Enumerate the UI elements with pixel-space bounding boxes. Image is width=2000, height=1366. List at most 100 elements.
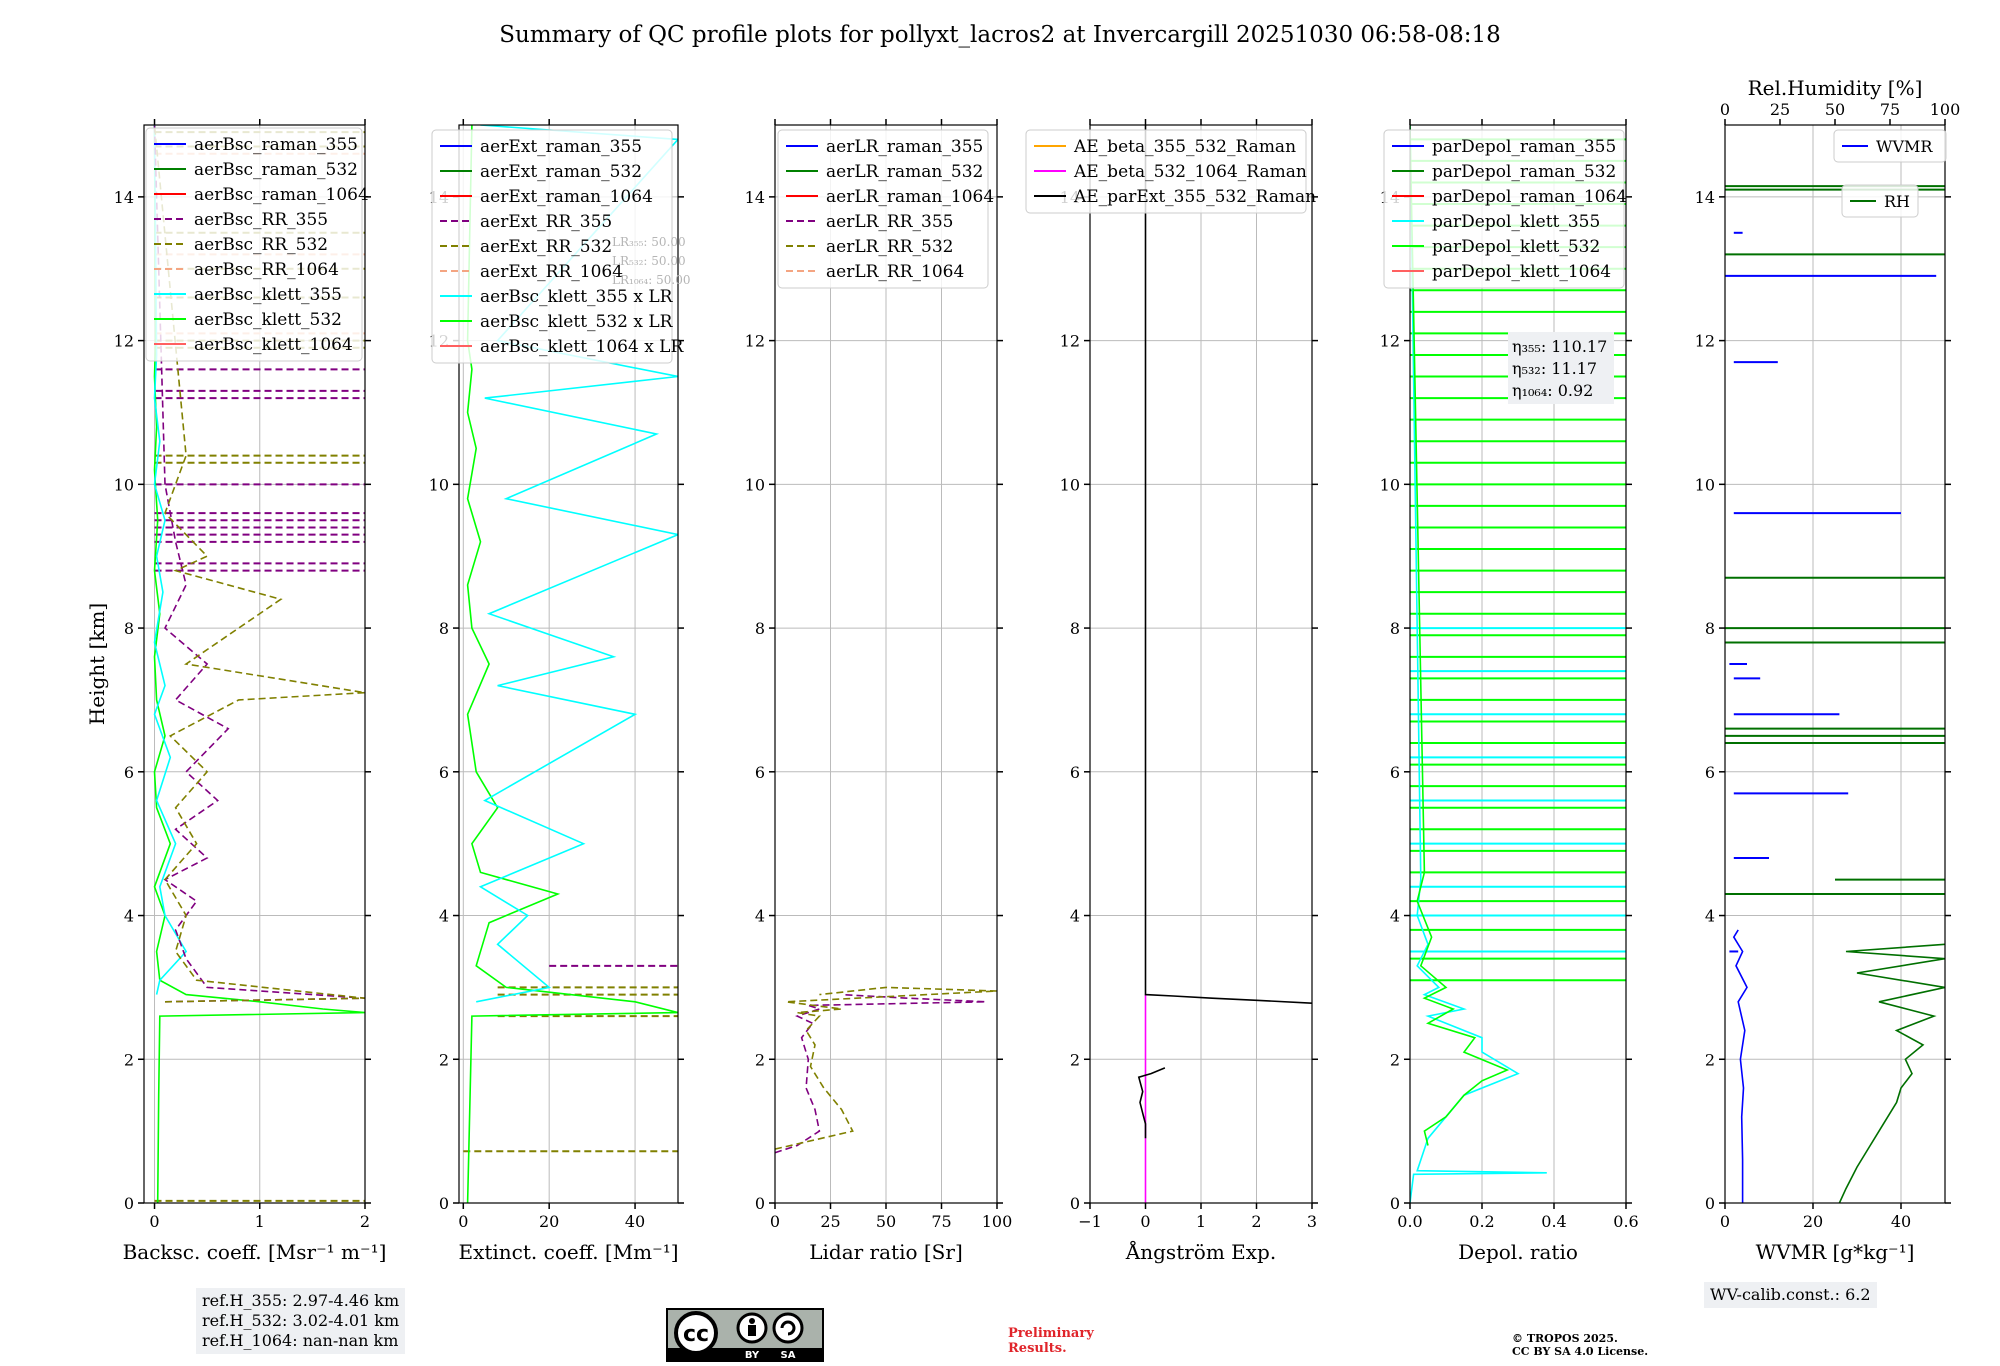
y-tick-label: 0 (439, 1194, 449, 1213)
y-tick-label: 12 (1695, 332, 1715, 351)
legend-box (1383, 129, 1625, 289)
wvmr-legend: WVMR RH (1833, 129, 1947, 218)
cc-by-sa-logo: cc BY SA (666, 1308, 824, 1362)
legend-label: aerBsc_raman_1064 (194, 185, 369, 205)
x-axis-label: Lidar ratio [Sr] (809, 1240, 963, 1264)
legend-label: AE_beta_355_532_Raman (1073, 137, 1296, 157)
legend-label: aerLR_raman_1064 (826, 187, 994, 207)
x-tick-label: 75 (931, 1212, 951, 1231)
axes-frame (1724, 124, 1946, 1204)
eta-value: η₁₀₆₄: 0.92 (1512, 381, 1593, 400)
y-tick-label: 8 (1390, 619, 1400, 638)
extinction-legend: aerExt_raman_355 aerExt_raman_532 aerExt_r… (431, 129, 684, 364)
y-tick-label: 8 (1705, 619, 1715, 638)
legend-label: aerBsc_RR_355 (194, 210, 328, 230)
cc-by-label: BY (745, 1350, 760, 1361)
y-tick-label: 6 (755, 763, 765, 782)
legend-label: parDepol_klett_532 (1432, 237, 1600, 257)
cc-sa-label: SA (781, 1350, 796, 1361)
copyright-line-2: CC BY SA 4.0 License. (1512, 1345, 1649, 1358)
y-tick-label: 4 (755, 907, 765, 926)
x-tick-label: 0.6 (1613, 1212, 1638, 1231)
x-tick-label: 0 (1720, 1212, 1730, 1231)
legend-label: parDepol_raman_355 (1432, 137, 1616, 157)
y-tick-label: 12 (1060, 332, 1080, 351)
eta-box (1508, 332, 1614, 404)
y-tick-label: 0 (1070, 1194, 1080, 1213)
x-tick-label: 0 (458, 1212, 468, 1231)
legend-label: AE_beta_532_1064_Raman (1073, 162, 1307, 182)
legend-box (1841, 184, 1919, 218)
y-tick-label: 8 (124, 619, 134, 638)
wv-calibration-box: WV-calib.const.: 6.2 (1704, 1282, 1877, 1308)
x-tick-label: −1 (1078, 1212, 1102, 1231)
y-tick-label: 10 (1060, 475, 1080, 494)
series-aerbsc-rr-355 (153, 125, 365, 1003)
legend-label: aerBsc_RR_1064 (194, 260, 339, 280)
y-tick-label: 14 (1695, 188, 1715, 207)
y-tick-label: 2 (1070, 1050, 1080, 1069)
y-tick-label: 12 (114, 332, 134, 351)
legend-label: aerBsc_klett_1064 x LR (480, 337, 684, 357)
x-tick-label: 2 (1251, 1212, 1261, 1231)
page-title: Summary of QC profile plots for pollyxt_… (499, 22, 1501, 48)
x-tick-label: 40 (625, 1212, 645, 1231)
y-tick-label: 8 (1070, 619, 1080, 638)
axes-frame (458, 124, 679, 1204)
wvmr-plot-area (1725, 185, 1945, 1203)
legend-label: aerLR_raman_532 (826, 162, 983, 182)
x-tick-label: 50 (876, 1212, 896, 1231)
series-aerbsc-rr-532 (153, 125, 365, 1003)
y-tick-label: 4 (439, 907, 449, 926)
lr-assumption-text: LR₁₀₆₄: 50.00 (612, 273, 690, 287)
x-tick-label: 40 (1891, 1212, 1911, 1231)
y-tick-label: 0 (124, 1194, 134, 1213)
lidar_ratio-plot-area (775, 986, 997, 1154)
legend-label: parDepol_raman_532 (1432, 162, 1616, 182)
x-tick-label: 0.4 (1541, 1212, 1566, 1231)
legend-label: aerExt_raman_532 (480, 162, 642, 182)
top-x-tick-label: 75 (1880, 100, 1900, 119)
top-x-tick-label: 50 (1825, 100, 1845, 119)
y-tick-label: 4 (124, 907, 134, 926)
y-tick-label: 10 (745, 475, 765, 494)
series-rh (1838, 943, 1945, 1203)
y-tick-label: 2 (439, 1050, 449, 1069)
x-axis-label: Backsc. coeff. [Msr⁻¹ m⁻¹] (123, 1240, 387, 1264)
lidar_ratio-legend: aerLR_raman_355 aerLR_raman_532 aerLR_rama… (777, 129, 994, 289)
top-x-tick-label: 25 (1770, 100, 1790, 119)
x-axis-label: Depol. ratio (1458, 1240, 1578, 1264)
legend-label: aerBsc_raman_532 (194, 160, 358, 180)
eta-value: η₅₃₂: 11.17 (1512, 359, 1597, 378)
y-tick-label: 14 (745, 188, 765, 207)
legend-label: parDepol_klett_355 (1432, 212, 1600, 232)
legend-label: aerLR_RR_1064 (826, 262, 964, 282)
legend-label: aerBsc_RR_532 (194, 235, 328, 255)
legend-label: aerExt_raman_1064 (480, 187, 653, 207)
y-tick-label: 6 (1705, 763, 1715, 782)
y-tick-label: 4 (1390, 907, 1400, 926)
y-tick-label: 10 (114, 475, 134, 494)
x-tick-label: 20 (539, 1212, 559, 1231)
y-tick-label: 4 (1070, 907, 1080, 926)
y-tick-label: 10 (429, 475, 449, 494)
series-ae-parext-355-532-raman-lower- (1137, 1067, 1166, 1139)
legend-label: aerLR_RR_355 (826, 212, 953, 232)
extinction-plot-area (463, 125, 678, 1203)
legend-label: aerLR_RR_532 (826, 237, 953, 257)
y-tick-label: 0 (755, 1194, 765, 1213)
y-tick-label: 6 (1070, 763, 1080, 782)
series-ae-parext-355-532-raman (1144, 125, 1312, 1004)
y-tick-label: 2 (1390, 1050, 1400, 1069)
preliminary-line-2: Results. (1008, 1341, 1067, 1356)
series-aerbsc-klett-532 (153, 125, 365, 1203)
x-tick-label: 100 (982, 1212, 1013, 1231)
y-tick-label: 8 (755, 619, 765, 638)
ref-height-1064: ref.H_1064: nan-nan km (202, 1331, 399, 1350)
legend-label: WVMR (1876, 137, 1933, 156)
y-tick-label: 10 (1695, 475, 1715, 494)
angstrom-legend: AE_beta_355_532_Raman AE_beta_532_1064_Ra… (1025, 129, 1316, 214)
